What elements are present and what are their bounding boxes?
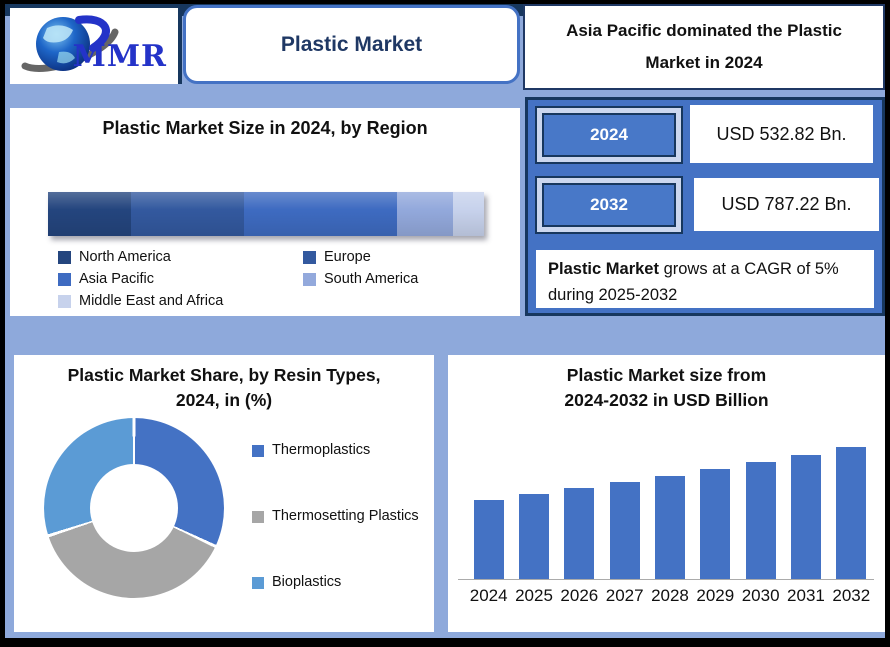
x-axis-labels: 2024 2025 2026 2027 2028 2029 2030 2031 2032: [462, 586, 878, 606]
resin-legend-item: Thermoplastics: [252, 441, 419, 460]
size-bar-2029: [700, 469, 731, 579]
size-bar-cell: [738, 434, 783, 579]
size-bar-2032: [836, 447, 867, 579]
size-bar-2025: [518, 494, 549, 579]
size-bar-2026: [564, 488, 595, 579]
report-title: Plastic Market: [280, 32, 423, 56]
x-tick-label: 2030: [741, 586, 780, 605]
x-axis-line: [458, 579, 874, 580]
resin-legend-label: Thermosetting Plastics: [272, 508, 419, 524]
logo-wordmark: MMR: [72, 39, 167, 74]
report-title-box: Plastic Market: [183, 5, 520, 84]
resin-legend-marker: [252, 576, 264, 589]
size-chart-panel: Plastic Market size from 2024-2032 in US…: [448, 355, 885, 632]
headline-text: Asia Pacific dominated the Plastic Marke…: [566, 20, 842, 72]
resin-legend-marker: [252, 444, 264, 457]
resin-legend-item: Thermosetting Plastics: [252, 507, 419, 526]
region-legend-label: North America: [79, 249, 171, 265]
resin-legend-label: Bioplastics: [272, 574, 342, 590]
region-legend-marker: [58, 251, 71, 264]
resin-chart-panel: Plastic Market Share, by Resin Types, 20…: [14, 355, 434, 632]
x-tick-label: 2028: [651, 586, 689, 605]
resin-donut-chart: [44, 418, 224, 598]
x-tick-label: 2032: [832, 586, 871, 605]
cagr-note-rest: grows at a CAGR of 5%: [658, 260, 839, 278]
region-legend-item: South America: [303, 270, 418, 289]
x-tick-label: 2031: [787, 586, 825, 605]
region-segment-4: [453, 192, 484, 236]
size-bar-cell: [829, 434, 874, 579]
size-bar-2030: [745, 462, 776, 579]
size-bar-2031: [790, 455, 821, 579]
region-legend-marker: [303, 273, 316, 286]
region-legend-label: Asia Pacific: [79, 271, 154, 287]
logo-box: MMR: [10, 8, 182, 84]
value-2032: USD 787.22 Bn.: [694, 178, 879, 231]
year-2024-label: 2024: [542, 113, 676, 157]
page-background: MMR Plastic Market Asia Pacific dominate…: [5, 4, 885, 638]
region-legend-item: Middle East and Africa: [58, 292, 303, 311]
region-legend-marker: [303, 251, 316, 264]
x-tick-label: 2024: [469, 586, 508, 605]
region-legend-item: North America: [58, 248, 303, 267]
donut-hole: [90, 464, 178, 552]
cagr-note-bold: Plastic Market: [548, 260, 659, 278]
x-tick-label: 2027: [605, 586, 644, 605]
value-2024: USD 532.82 Bn.: [690, 105, 873, 163]
mmr-logo: MMR: [19, 14, 169, 78]
size-bar-2027: [609, 482, 640, 579]
resin-legend-item: Bioplastics: [252, 573, 419, 592]
size-bar-cell: [511, 434, 556, 579]
size-bar-cell: [466, 434, 511, 579]
cagr-note: Plastic Market grows at a CAGR of 5% dur…: [536, 250, 874, 308]
region-legend-label: South America: [324, 271, 419, 287]
stats-panel: 2024 USD 532.82 Bn. 2032 USD 787.22 Bn. …: [525, 97, 885, 316]
region-legend-marker: [58, 295, 71, 308]
x-tick-label: 2025: [515, 586, 553, 605]
year-2032-button[interactable]: 2032: [535, 176, 683, 234]
region-legend-label: Middle East and Africa: [79, 293, 224, 309]
globe-icon: [21, 15, 119, 72]
region-chart-panel: Plastic Market Size in 2024, by Region N…: [10, 108, 520, 316]
size-bar-cell: [693, 434, 738, 579]
resin-legend: Thermoplastics Thermosetting Plastics Biop…: [252, 441, 419, 592]
size-bar-2024: [473, 500, 504, 579]
size-chart-title: Plastic Market size from 2024-2032 in US…: [564, 365, 769, 411]
region-segment-3: [396, 192, 454, 236]
region-segment-1: [130, 192, 245, 236]
size-bar-cell: [557, 434, 602, 579]
resin-chart-title: Plastic Market Share, by Resin Types, 20…: [67, 365, 381, 411]
region-legend-marker: [58, 273, 71, 286]
size-bar-cell: [783, 434, 828, 579]
x-tick-label: 2029: [696, 586, 735, 605]
region-legend-item: Europe: [303, 248, 418, 267]
region-legend-label: Europe: [324, 249, 371, 265]
year-2024-button[interactable]: 2024: [535, 106, 683, 164]
size-bar-2028: [654, 476, 685, 579]
region-stacked-bar: [48, 192, 484, 236]
resin-legend-label: Thermoplastics: [272, 442, 371, 458]
size-bar-plot: [462, 434, 878, 579]
year-2032-label: 2032: [542, 183, 676, 227]
size-bar-cell: [602, 434, 647, 579]
region-chart-title: Plastic Market Size in 2024, by Region: [102, 118, 428, 138]
cagr-note-line2: during 2025-2032: [548, 286, 678, 305]
region-legend: North America Europe Asia Pacific South Ame…: [58, 248, 418, 311]
headline-box: Asia Pacific dominated the Plastic Marke…: [523, 4, 885, 90]
resin-legend-marker: [252, 510, 264, 523]
size-bar-cell: [647, 434, 692, 579]
region-segment-2: [244, 192, 397, 236]
region-legend-item: Asia Pacific: [58, 270, 303, 289]
x-tick-label: 2026: [560, 586, 599, 605]
region-segment-0: [48, 192, 131, 236]
